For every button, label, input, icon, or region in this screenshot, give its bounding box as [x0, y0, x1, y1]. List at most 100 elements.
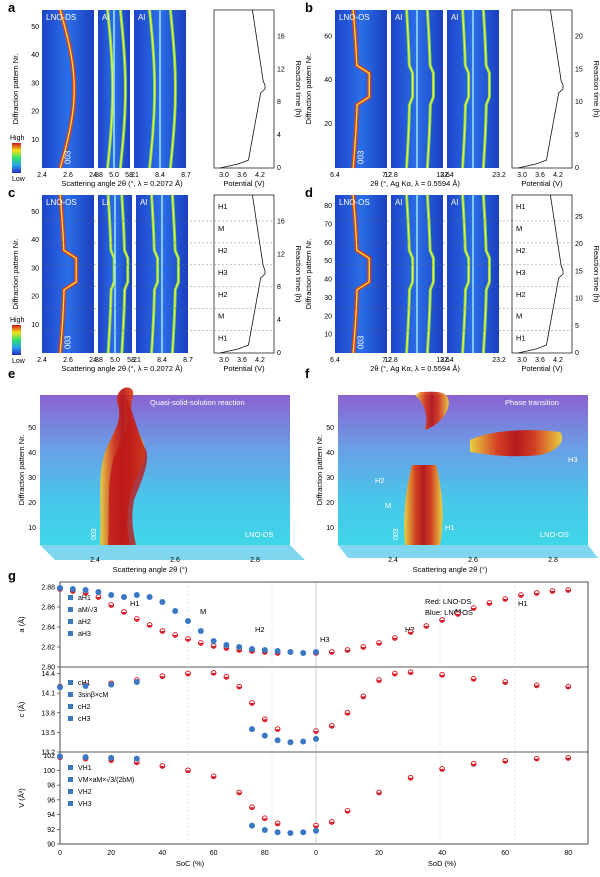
data-point-lno-os [133, 679, 140, 686]
time-tick-label: 8 [277, 284, 281, 291]
phase-label: H3 [218, 268, 228, 277]
y-axis-label: Diffraction pattern Nr. [11, 54, 20, 125]
x-tick-label: 8.1 [131, 357, 141, 364]
potential-axis-label: Potential (V) [223, 179, 265, 188]
y-tick-label: 98 [47, 783, 55, 790]
potential-axis-label: Potential (V) [223, 364, 265, 373]
y-axis-label: Diffraction pattern Nr. [304, 239, 313, 310]
data-point-fill [376, 643, 382, 646]
xrd-panel-d: LNO-OS Al Al 003 Diffraction pattern Nr. 10 20… [304, 194, 600, 373]
y-tick-label: 14.1 [41, 691, 55, 698]
x-tick-label: 8.7 [181, 172, 191, 179]
panel-label-g: g [8, 568, 16, 583]
legend-label: VM×aM×√3/(2bM) [78, 776, 134, 784]
x-tick-label: 20 [375, 850, 383, 857]
x-tick-label: 8.4 [157, 357, 167, 364]
x-tick-label: 2.4 [90, 557, 100, 564]
y-tick-label: 80 [324, 203, 332, 210]
data-point-fill [392, 673, 398, 676]
data-point-lno-os [133, 592, 140, 598]
y-tick-label: 14.4 [41, 671, 55, 678]
legend-label: aH2 [78, 619, 91, 626]
data-point-lno-os [261, 827, 268, 834]
x-tick-label: 6.4 [330, 357, 340, 364]
data-point-lno-os [57, 684, 63, 691]
data-point-fill [237, 650, 242, 653]
panel-e-y-ticks: 10 20 30 40 50 2.4 2.6 2.8 [28, 425, 260, 564]
legend-marker [68, 680, 73, 685]
panel-label-c: c [8, 185, 15, 200]
y-axis-label: a (Å) [17, 616, 26, 633]
y-tick-label: 40 [28, 450, 36, 457]
y-tick-label: 50 [31, 24, 39, 31]
data-point-fill [313, 731, 319, 734]
potential-frame [511, 9, 573, 169]
potential-curve [219, 9, 266, 169]
legend-label: VH1 [78, 765, 92, 772]
y-tick-label: 30 [326, 475, 334, 482]
potential-frame [213, 194, 275, 354]
y-tick-label: 50 [28, 425, 36, 432]
x-tick-label: 22.4 [440, 172, 454, 179]
potential-tick-label: 3.0 [219, 172, 229, 179]
panel-f-x-label: Scattering angle 2θ (°) [413, 565, 488, 574]
x-tick-label: 2.4 [388, 557, 398, 564]
x-tick-label: 12.8 [384, 172, 398, 179]
diffraction-reflection-core [119, 9, 127, 169]
legend-marker [68, 777, 73, 782]
x-tick-label: 23.2 [492, 172, 506, 179]
time-tick-label: 0 [575, 165, 579, 172]
y-tick-label: 94 [47, 812, 55, 819]
y-axis-label: Diffraction pattern Nr. [11, 239, 20, 310]
time-tick-label: 0 [277, 350, 281, 357]
time-tick-label: 5 [575, 323, 579, 330]
x-tick-label: 2.8 [89, 357, 99, 364]
data-point-fill [173, 635, 178, 638]
data-point-lno-os [82, 682, 89, 689]
time-tick-label: 12 [277, 66, 285, 73]
data-point-lno-os [146, 594, 153, 600]
heatmap-window [335, 195, 387, 353]
y-tick-label: 20 [28, 500, 36, 507]
y-tick-label: 20 [324, 121, 332, 128]
phase-label: H1 [516, 334, 526, 343]
potential-frame [213, 9, 275, 169]
heatmap-window [335, 10, 387, 168]
y-tick-label: 96 [47, 797, 55, 804]
potential-curve [517, 9, 564, 169]
potential-tick-label: 3.6 [535, 172, 545, 179]
phase-label: H1 [516, 202, 526, 211]
data-point-fill [502, 760, 508, 764]
panel-label-a: a [8, 0, 16, 15]
legend-marker [68, 619, 73, 624]
data-point-lno-os [185, 618, 191, 624]
data-point-lno-os [261, 647, 268, 653]
diffraction-reflection-core [107, 194, 115, 354]
data-point-fill [329, 652, 334, 655]
y-tick-label: 30 [324, 295, 332, 302]
y-tick-label: 30 [28, 475, 36, 482]
x-tick-label: 22.4 [440, 357, 454, 364]
data-point-fill [439, 768, 445, 772]
potential-tick-label: 3.0 [517, 172, 527, 179]
x-tick-label: 2.6 [63, 172, 73, 179]
x-tick-label: 80 [261, 850, 269, 857]
y-tick-label: 10 [31, 322, 39, 329]
data-point-fill [376, 680, 382, 683]
time-axis-label: Reaction time (h) [592, 60, 600, 118]
x-tick-label: 60 [210, 850, 218, 857]
data-point-lno-os [300, 738, 307, 745]
data-point-fill [237, 792, 242, 795]
time-tick-label: 0 [277, 165, 281, 172]
panel-e-title: Quasi-solid-solution reaction [150, 398, 245, 407]
panel-g-plots: 2.80 2.82 2.84 2.86 2.88 a (Å) aH1 aM/√3 aH2 aH3 H… [17, 585, 572, 858]
window-label: Al [451, 13, 458, 22]
potential-curve [219, 194, 266, 354]
data-point-fill [249, 702, 255, 706]
potential-tick-label: 4.2 [553, 357, 563, 364]
phase-label: H2 [516, 246, 526, 255]
y-tick-label: 2.80 [41, 665, 55, 672]
x-tick-label: 2.4 [37, 172, 47, 179]
panel-g-frame [59, 581, 589, 845]
